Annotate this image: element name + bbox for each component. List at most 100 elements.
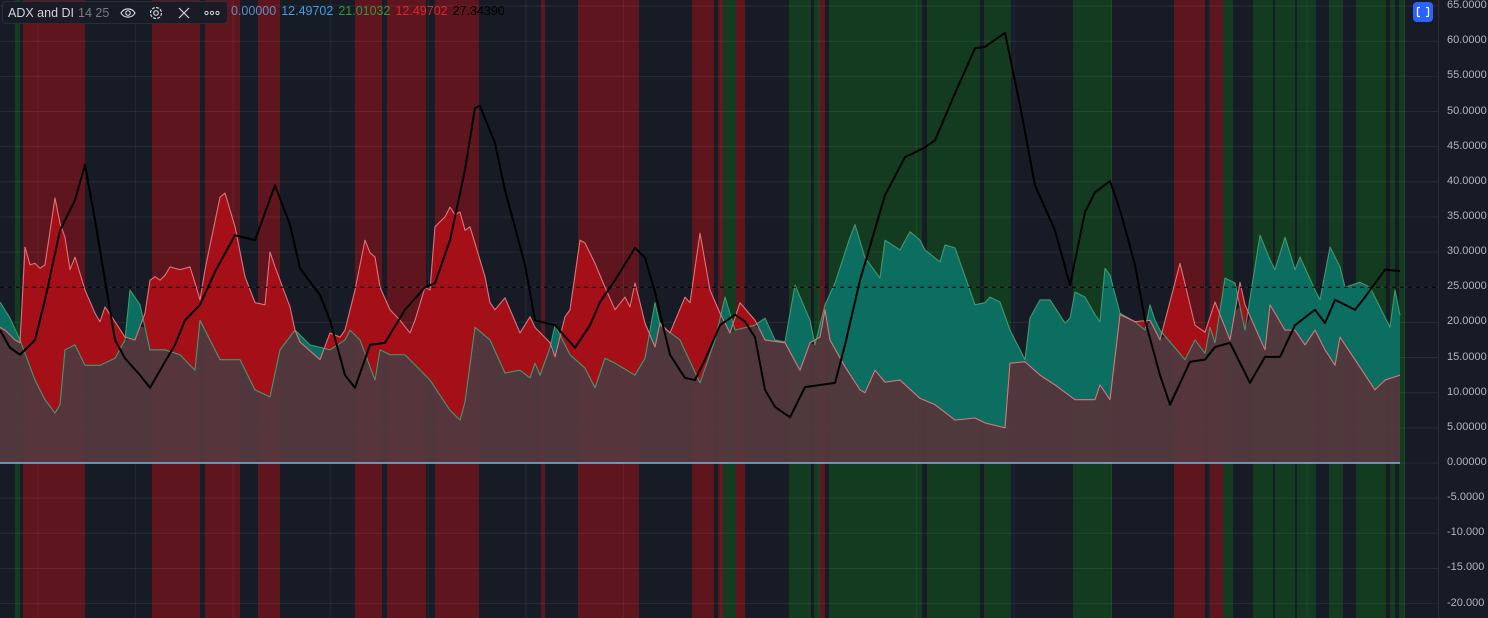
di-fill-segment bbox=[235, 226, 240, 360]
di-fill-segment bbox=[225, 193, 230, 360]
di-fill-segment bbox=[1045, 299, 1050, 382]
di-fill-segment bbox=[170, 266, 175, 354]
di-fill-segment bbox=[1225, 278, 1230, 340]
red-band bbox=[541, 0, 545, 618]
di-fill-segment bbox=[430, 226, 435, 388]
price-axis-label: 10.0000 bbox=[1447, 385, 1487, 398]
green-band bbox=[15, 0, 20, 618]
di-fill-segment bbox=[455, 212, 460, 421]
di-fill-segment bbox=[440, 216, 445, 403]
di-fill-segment bbox=[1310, 279, 1315, 338]
di-fill-segment bbox=[885, 240, 890, 383]
price-axis[interactable]: 65.0000 60.0000 55.0000 50.0000 45.0000 40.00… bbox=[1438, 0, 1488, 618]
di-fill-segment bbox=[585, 242, 590, 378]
red-band bbox=[718, 0, 723, 618]
adx-di-chart[interactable] bbox=[0, 0, 1438, 618]
di-fill-segment bbox=[50, 197, 55, 414]
di-fill-segment bbox=[215, 197, 220, 360]
di-fill-segment bbox=[920, 240, 925, 401]
di-fill-segment bbox=[155, 276, 160, 350]
di-fill-segment bbox=[580, 240, 585, 369]
di-fill-segment bbox=[685, 297, 690, 362]
gear-icon[interactable] bbox=[147, 4, 165, 22]
di-fill-segment bbox=[995, 299, 1000, 427]
di-fill-segment bbox=[65, 237, 70, 350]
eye-icon[interactable] bbox=[119, 4, 137, 22]
di-fill-segment bbox=[435, 221, 440, 396]
indicator-legend[interactable]: ADX and DI 14 25 bbox=[2, 1, 229, 24]
di-fill-segment bbox=[990, 297, 995, 426]
di-fill-segment bbox=[800, 296, 805, 371]
di-fill-segment bbox=[980, 302, 985, 423]
di-fill-segment bbox=[675, 309, 680, 340]
di-fill-segment bbox=[1060, 315, 1065, 393]
di-fill-segment bbox=[380, 287, 385, 353]
di-fill-segment bbox=[880, 240, 885, 383]
di-fill-segment bbox=[310, 344, 315, 356]
di-fill-segment bbox=[300, 335, 305, 347]
di-fill-segment bbox=[1370, 287, 1375, 390]
di-fill-segment bbox=[305, 339, 310, 351]
di-fill-segment bbox=[870, 264, 875, 382]
di-fill-segment bbox=[220, 193, 225, 360]
di-fill-segment bbox=[515, 321, 520, 372]
di-fill-segment bbox=[160, 275, 165, 350]
di-fill-segment bbox=[410, 320, 415, 365]
di-fill-segment bbox=[625, 297, 630, 373]
di-fill-segment bbox=[1220, 278, 1225, 328]
di-fill-segment bbox=[840, 252, 845, 367]
di-fill-segment bbox=[1090, 305, 1095, 400]
di-fill-segment bbox=[975, 303, 980, 421]
di-fill-segment bbox=[1080, 294, 1085, 400]
di-fill-segment bbox=[1175, 263, 1180, 354]
di-fill-segment bbox=[505, 297, 510, 374]
di-fill-segment bbox=[1190, 304, 1195, 350]
di-fill-segment bbox=[520, 324, 525, 375]
di-fill-segment bbox=[1230, 280, 1235, 340]
price-axis-label: -15.000 bbox=[1447, 561, 1485, 574]
di-fill-segment bbox=[750, 314, 755, 327]
di-fill-segment bbox=[1030, 309, 1035, 371]
di-fill-segment bbox=[605, 287, 610, 361]
di-fill-segment bbox=[370, 252, 375, 381]
more-icon[interactable] bbox=[203, 4, 221, 22]
di-fill-segment bbox=[1210, 302, 1215, 343]
indicator-values: 0.00000 12.49702 21.01032 12.49702 27.34… bbox=[231, 4, 505, 18]
di-fill-segment bbox=[855, 224, 860, 390]
reference-lines bbox=[0, 286, 1438, 464]
di-fill-segment bbox=[700, 233, 705, 383]
maximize-icon bbox=[1416, 6, 1430, 18]
di-fill-segment bbox=[925, 249, 930, 403]
di-fill-segment bbox=[1140, 320, 1145, 331]
di-fill-segment bbox=[480, 260, 485, 336]
di-fill-segment bbox=[190, 266, 195, 371]
di-fill-segment bbox=[255, 302, 260, 393]
di-fill-segment bbox=[650, 302, 655, 348]
di-fill-segment bbox=[705, 261, 710, 369]
di-fill-segment bbox=[230, 209, 235, 360]
di-fill-segment bbox=[240, 251, 245, 370]
lower-area-fill bbox=[0, 304, 1400, 463]
di-fill-segment bbox=[1285, 237, 1290, 331]
di-fill-segment bbox=[415, 303, 420, 370]
di-fill-segment bbox=[1335, 257, 1340, 366]
price-axis-label: -5.0000 bbox=[1447, 491, 1485, 504]
di-fill-segment bbox=[550, 325, 555, 357]
di-fill-segment bbox=[890, 243, 895, 382]
di-fill-segment bbox=[460, 212, 465, 421]
di-fill-segment bbox=[85, 290, 90, 366]
di-fill-segment bbox=[510, 309, 515, 373]
di-fill-segment bbox=[275, 266, 280, 374]
price-axis-label: 45.0000 bbox=[1447, 139, 1487, 152]
di-fill-segment bbox=[600, 275, 605, 374]
maximize-pane-button[interactable] bbox=[1413, 2, 1433, 22]
di-fill-segment bbox=[470, 226, 475, 365]
close-icon[interactable] bbox=[175, 4, 193, 22]
di-fill-segment bbox=[1155, 320, 1160, 340]
di-fill-segment bbox=[565, 309, 570, 355]
di-fill-segment bbox=[355, 265, 360, 340]
green-band bbox=[814, 0, 820, 618]
di-fill-segment bbox=[935, 257, 940, 409]
di-fill-segment bbox=[535, 327, 540, 376]
di-fill-segment bbox=[185, 266, 190, 366]
